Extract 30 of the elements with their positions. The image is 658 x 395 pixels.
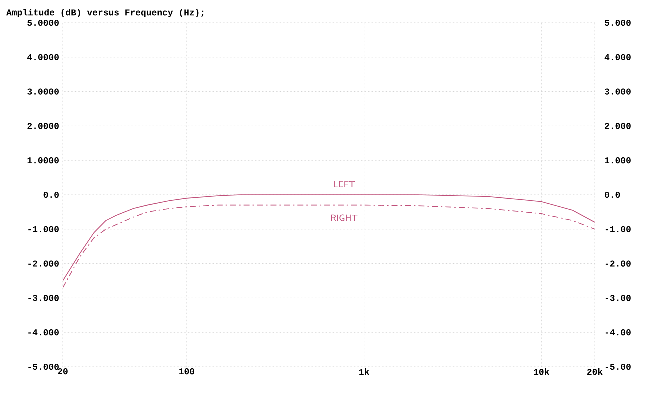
y2-tick-label: 5.000	[604, 20, 631, 26]
y2-tick-label: 2.000	[605, 123, 631, 130]
y-tick-label: -2.000	[28, 260, 59, 267]
y2-tick-label: 1.000	[605, 158, 631, 164]
x-tick-label: 1k	[360, 368, 370, 376]
y-tick-label: 4.0000	[28, 54, 59, 60]
y2-tick-label: -5.00	[606, 364, 631, 370]
y-tick-label: -1.000	[28, 226, 59, 232]
annotation: RIGHT	[331, 214, 358, 222]
x-tick-label: 100	[180, 368, 195, 375]
x-tick-label: 20k	[587, 368, 603, 376]
y-tick-label: 3.0000	[28, 88, 59, 95]
y-tick-label: 0.0	[44, 192, 59, 198]
y2-tick-label: -1.00	[606, 226, 631, 232]
y-tick-label: 1.0000	[28, 158, 59, 164]
y-tick-label: -3.000	[28, 295, 59, 302]
y-tick-label: -5.000	[28, 364, 59, 370]
chart-title: Amplitude (dB) versus Frequency (Hz);	[6, 9, 204, 18]
y2-tick-label: 3.000	[604, 88, 631, 95]
x-tick-label: 10k	[534, 368, 550, 376]
y2-tick-label: 0.0	[605, 192, 620, 198]
y-tick-label: 2.0000	[28, 123, 59, 130]
y2-tick-label: 4.000	[604, 54, 631, 60]
y2-tick-label: -3.00	[606, 295, 631, 302]
y2-tick-label: -2.00	[606, 260, 631, 267]
y2-tick-label: -4.00	[606, 330, 631, 336]
y-tick-label: -4.000	[28, 330, 59, 336]
y-tick-label: 5.0000	[28, 20, 59, 26]
annotation: LEFT	[334, 181, 356, 188]
x-tick-label: 20	[58, 368, 68, 375]
